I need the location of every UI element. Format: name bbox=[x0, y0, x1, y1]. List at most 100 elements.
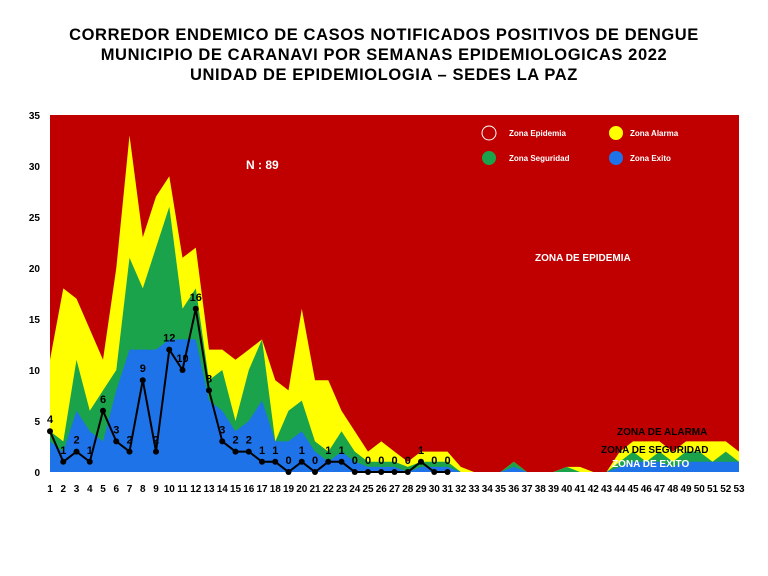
cases-data-label: 12 bbox=[163, 333, 175, 345]
zone-label-epidemia: ZONA DE EPIDEMIA bbox=[535, 253, 631, 264]
x-tick-label: 23 bbox=[336, 484, 348, 495]
cases-data-label: 2 bbox=[246, 435, 252, 447]
zone-label-seguridad: ZONA DE SEGURIDAD bbox=[601, 445, 708, 456]
y-tick-label: 30 bbox=[29, 162, 41, 173]
cases-data-label: 0 bbox=[405, 455, 411, 467]
cases-data-label: 1 bbox=[338, 445, 344, 457]
y-tick-label: 10 bbox=[29, 366, 41, 377]
cases-data-label: 1 bbox=[418, 445, 424, 457]
y-tick-label: 0 bbox=[34, 468, 40, 479]
cases-point bbox=[404, 469, 411, 475]
cases-data-label: 2 bbox=[73, 435, 79, 447]
x-tick-label: 6 bbox=[113, 484, 119, 495]
cases-point bbox=[139, 377, 146, 384]
x-tick-label: 49 bbox=[680, 484, 692, 495]
cases-point bbox=[179, 367, 186, 373]
cases-data-label: 1 bbox=[87, 445, 93, 457]
cases-point bbox=[325, 458, 332, 465]
x-tick-label: 16 bbox=[243, 484, 255, 495]
y-tick-label: 20 bbox=[29, 264, 41, 275]
x-tick-label: 53 bbox=[733, 484, 745, 495]
x-tick-label: 45 bbox=[627, 484, 639, 495]
x-tick-label: 4 bbox=[87, 484, 93, 495]
cases-data-label: 1 bbox=[60, 445, 66, 457]
x-tick-label: 33 bbox=[468, 484, 480, 495]
x-tick-label: 10 bbox=[164, 484, 176, 495]
cases-point bbox=[351, 469, 358, 475]
cases-point bbox=[285, 469, 292, 475]
legend-seguridad-marker bbox=[482, 151, 496, 165]
legend-exito-label: Zona Exito bbox=[630, 154, 671, 163]
legend-alarma-marker bbox=[609, 126, 623, 140]
cases-point bbox=[192, 305, 199, 312]
cases-data-label: 0 bbox=[312, 455, 318, 467]
cases-data-label: 2 bbox=[153, 435, 159, 447]
x-tick-label: 9 bbox=[153, 484, 159, 495]
cases-data-label: 2 bbox=[232, 435, 238, 447]
x-tick-label: 14 bbox=[217, 484, 229, 495]
cases-data-label: 6 bbox=[100, 394, 106, 406]
cases-data-label: 0 bbox=[365, 455, 371, 467]
x-tick-label: 40 bbox=[561, 484, 573, 495]
cases-point bbox=[365, 469, 371, 475]
x-tick-label: 3 bbox=[74, 484, 80, 495]
x-tick-label: 48 bbox=[667, 484, 679, 495]
x-tick-label: 38 bbox=[535, 484, 547, 495]
y-tick-label: 15 bbox=[29, 315, 41, 326]
cases-data-label: 1 bbox=[259, 445, 265, 457]
cases-point bbox=[219, 438, 226, 445]
x-tick-label: 11 bbox=[177, 484, 188, 495]
cases-data-label: 1 bbox=[325, 445, 331, 457]
x-axis: 1 2 3 4 5 6 7 8 9 10 11 12 13 14 15 16 17 18 19 20 21 22 23 24 2… bbox=[47, 484, 745, 495]
x-tick-label: 24 bbox=[349, 484, 361, 495]
x-tick-label: 30 bbox=[429, 484, 441, 495]
cases-data-label: 0 bbox=[285, 455, 291, 467]
cases-point bbox=[418, 458, 424, 465]
cases-point bbox=[431, 469, 438, 475]
cases-point bbox=[298, 458, 305, 465]
legend-epidemia-marker bbox=[481, 125, 497, 141]
legend-alarma-label: Zona Alarma bbox=[630, 129, 679, 138]
x-tick-label: 47 bbox=[654, 484, 666, 495]
cases-data-label: 0 bbox=[391, 455, 397, 467]
x-tick-label: 5 bbox=[100, 484, 106, 495]
x-tick-label: 41 bbox=[574, 484, 586, 495]
cases-data-label: 0 bbox=[378, 455, 384, 467]
cases-point bbox=[153, 448, 159, 455]
y-tick-label: 35 bbox=[29, 111, 41, 122]
x-tick-label: 32 bbox=[455, 484, 467, 495]
cases-data-label: 8 bbox=[206, 373, 212, 385]
security-zone-area bbox=[50, 206, 739, 473]
cases-data-label: 1 bbox=[272, 445, 278, 457]
x-tick-label: 46 bbox=[641, 484, 653, 495]
cases-point bbox=[245, 448, 252, 455]
cases-point bbox=[338, 458, 345, 465]
cases-point bbox=[86, 458, 93, 465]
cases-point bbox=[312, 469, 318, 475]
x-tick-label: 52 bbox=[720, 484, 732, 495]
cases-point bbox=[100, 407, 106, 414]
x-tick-label: 18 bbox=[270, 484, 282, 495]
x-tick-label: 13 bbox=[203, 484, 215, 495]
x-tick-label: 31 bbox=[442, 484, 454, 495]
y-tick-label: 5 bbox=[34, 417, 40, 428]
cases-data-label: 9 bbox=[140, 363, 146, 375]
x-tick-label: 2 bbox=[60, 484, 66, 495]
cases-point bbox=[126, 448, 133, 455]
x-tick-label: 1 bbox=[47, 484, 53, 495]
cases-data-label: 3 bbox=[113, 424, 119, 436]
cases-data-label: 3 bbox=[219, 424, 225, 436]
x-tick-label: 22 bbox=[323, 484, 335, 495]
cases-data-label: 2 bbox=[126, 435, 132, 447]
cases-point bbox=[232, 448, 239, 455]
x-tick-label: 20 bbox=[296, 484, 308, 495]
legend-exito-marker bbox=[609, 151, 623, 165]
x-tick-label: 50 bbox=[694, 484, 706, 495]
chart-title-line-1: CORREDOR ENDEMICO DE CASOS NOTIFICADOS P… bbox=[69, 26, 699, 44]
x-tick-label: 29 bbox=[415, 484, 427, 495]
cases-data-label: 1 bbox=[299, 445, 305, 457]
cases-point bbox=[444, 469, 451, 475]
x-tick-label: 17 bbox=[256, 484, 268, 495]
total-cases-annotation: N : 89 bbox=[246, 158, 279, 172]
